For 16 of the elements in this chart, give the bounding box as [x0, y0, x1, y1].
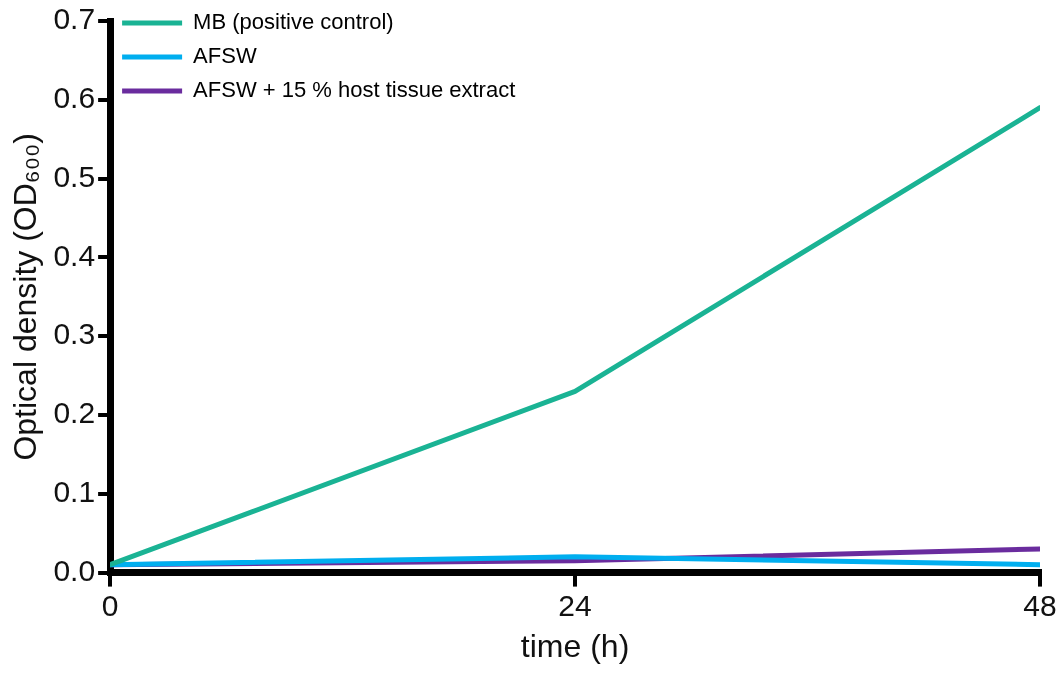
y-axis-title: Optical density (OD₆₀₀)	[7, 133, 44, 461]
x-tick-label: 0	[101, 588, 119, 622]
y-tick-label: 0.2	[53, 396, 96, 430]
y-tick-label: 0.5	[53, 159, 96, 193]
legend-label: MB (positive control)	[193, 9, 394, 35]
x-tick-label: 24	[558, 588, 592, 622]
y-tick-label: 0.7	[53, 2, 96, 36]
y-tick-label: 0.4	[53, 238, 96, 272]
x-tick-label: 48	[1023, 588, 1057, 622]
y-tick-label: 0.3	[53, 317, 96, 351]
y-tick-label: 0.6	[53, 81, 96, 115]
y-tick-label: 0.0	[53, 553, 96, 587]
y-tick-label: 0.1	[53, 475, 96, 509]
legend-label: AFSW + 15 % host tissue extract	[193, 77, 516, 103]
legend-label: AFSW	[193, 43, 257, 69]
x-axis-title: time (h)	[520, 627, 630, 664]
